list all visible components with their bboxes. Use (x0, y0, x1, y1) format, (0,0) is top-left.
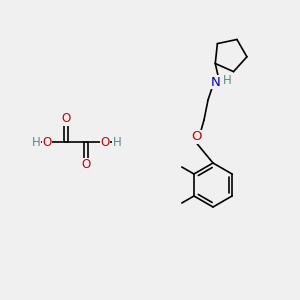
Text: O: O (61, 112, 70, 125)
Text: O: O (42, 136, 52, 148)
Text: H: H (32, 136, 40, 148)
Text: O: O (192, 130, 202, 143)
Text: O: O (81, 158, 91, 172)
Text: O: O (100, 136, 109, 148)
Text: N: N (211, 76, 221, 88)
Text: H: H (223, 74, 231, 88)
Text: H: H (112, 136, 122, 148)
